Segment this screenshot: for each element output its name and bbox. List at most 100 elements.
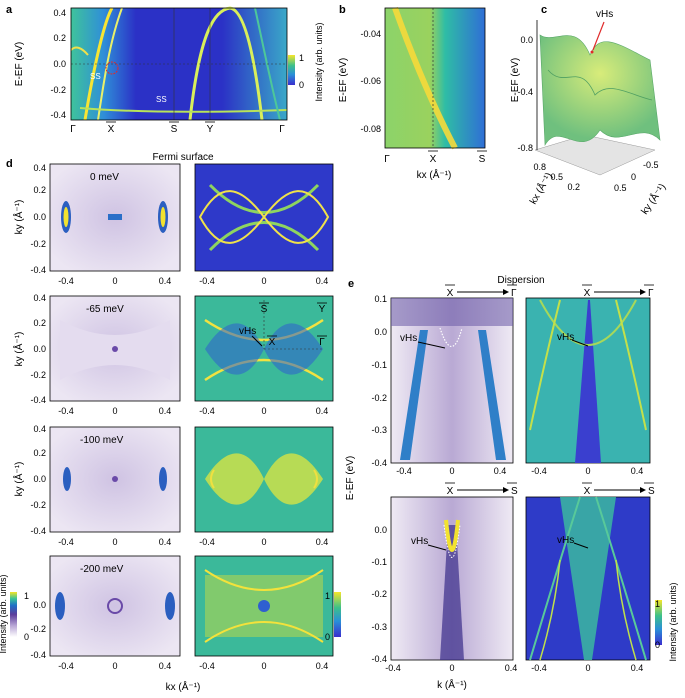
- panel-letter-d: d: [6, 158, 13, 170]
- panel-e-xtick-t-r0: -0.4: [531, 466, 547, 476]
- panel-e-ytick-b2: -0.1: [371, 557, 387, 567]
- panel-e-cut-0: vHs X Γ: [390, 284, 517, 464]
- panel-d-hs-s: S: [261, 304, 268, 315]
- panel-e-xlabel: k (Å⁻¹): [437, 678, 467, 691]
- panel-c-ztick-1: -0.4: [517, 87, 533, 97]
- panel-e-cut-2: vHs X S: [390, 482, 518, 661]
- panel-e-cut-0-to: Γ: [511, 288, 517, 299]
- panel-d-row-0: 0 meV: [49, 163, 334, 272]
- panel-e-ytick-t2: -0.1: [371, 360, 387, 370]
- panel-d-xtick-r1-r1: 0: [261, 406, 266, 416]
- panel-d-ytick-r2-2: 0.0: [33, 474, 46, 484]
- panel-e-vhs-label-1: vHs: [557, 332, 574, 343]
- panel-e-colorbar-max: 1: [655, 599, 660, 609]
- panel-d-ytick-r3-2: 0.0: [33, 600, 46, 610]
- panel-a-ylabel: E-EF (eV): [14, 42, 25, 86]
- panel-e-title: Dispersion: [497, 275, 544, 286]
- panel-a-colorbar-label: Intensity (arb. units): [314, 22, 324, 101]
- panel-e-cut-3-to: S: [648, 486, 655, 497]
- panel-a-xtick-4: Γ: [279, 124, 285, 135]
- panel-e-cut-2-to: S: [511, 486, 518, 497]
- panel-d-xtick-r3-r2: 0.4: [316, 661, 329, 671]
- panel-e-vhs-label-0: vHs: [400, 333, 417, 344]
- panel-d-xtick-r2-r0: -0.4: [199, 537, 215, 547]
- panel-a-xtick-1: X: [108, 124, 115, 135]
- panel-d-xtick-r0-l1: 0: [112, 276, 117, 286]
- panel-d-colorbar-left-max: 1: [24, 591, 29, 601]
- panel-a-colorbar-max: 1: [299, 53, 304, 63]
- panel-d-colorbar-right-min: 0: [325, 632, 330, 642]
- panel-a-ytick-2: 0.0: [53, 59, 66, 69]
- panel-b-xlabel: kx (Å⁻¹): [417, 168, 452, 181]
- panel-d-colorbar-right: [334, 592, 341, 637]
- panel-b: E-EF (eV) -0.04 -0.06 -0.08 Γ X S kx (Å⁻…: [338, 6, 487, 181]
- panel-d-xlabel: kx (Å⁻¹): [166, 680, 201, 693]
- panel-d-xtick-r1-l2: 0.4: [159, 406, 172, 416]
- panel-d-xtick-r1-l1: 0: [112, 406, 117, 416]
- panel-d-xtick-r0-r0: -0.4: [199, 276, 215, 286]
- panel-d-row-3: -200 meV: [49, 555, 334, 657]
- panel-d-energy-0: 0 meV: [90, 172, 119, 183]
- panel-b-ytick-0: -0.04: [360, 29, 381, 39]
- panel-e-ylabel: E-EF (eV): [345, 456, 356, 500]
- panel-d-hs-x: X: [269, 337, 276, 348]
- panel-e-cut-0-from: X: [447, 288, 454, 299]
- panel-e-cut-2-from: X: [447, 486, 454, 497]
- panel-d-hs-gamma: Γ: [319, 337, 325, 348]
- panel-d-ytick-r0-0: 0.4: [33, 163, 46, 173]
- panel-b-ytick-1: -0.06: [360, 76, 381, 86]
- panel-a-colorbar-min: 0: [299, 80, 304, 90]
- panel-e-colorbar: [655, 600, 662, 645]
- panel-a-ytick-0: 0.4: [53, 8, 66, 18]
- panel-e-vhs-label-3: vHs: [557, 535, 574, 546]
- panel-d-ytick-r0-4: -0.4: [30, 265, 46, 275]
- panel-e-ytick-t1: 0.0: [374, 327, 387, 337]
- panel-a-xtick-3: Y: [207, 124, 214, 135]
- panel-d-xtick-r2-l0: -0.4: [58, 537, 74, 547]
- panel-d-ylabel-2: ky (Å⁻¹): [12, 462, 25, 497]
- panel-e-cut-1: vHs X Γ: [525, 284, 654, 464]
- panel-a-xtick-2: S: [171, 124, 178, 135]
- panel-b-xtick-0: Γ: [384, 154, 390, 165]
- panel-e-cut-3: vHs X S: [525, 482, 655, 661]
- panel-c-ky-label: ky (Å⁻¹): [638, 181, 669, 217]
- panel-d-ytick-r2-4: -0.4: [30, 526, 46, 536]
- panel-e-cut-1-to: Γ: [648, 288, 654, 299]
- panel-c-ztick-2: -0.8: [517, 143, 533, 153]
- panel-e-colorbar-min: 0: [655, 640, 660, 650]
- panel-letter-a: a: [6, 4, 13, 16]
- panel-e-xtick-b-r0: -0.4: [531, 663, 547, 673]
- panel-c-surface: [539, 34, 661, 147]
- panel-d-xtick-r2-r1: 0: [261, 537, 266, 547]
- panel-d-ytick-r0-2: 0.0: [33, 212, 46, 222]
- panel-a-ytick-4: -0.4: [50, 110, 66, 120]
- panel-a-ss-label-1: SS: [90, 72, 101, 81]
- panel-d-xtick-r2-l2: 0.4: [159, 537, 172, 547]
- panel-e-xtick-b-l1: 0: [449, 663, 454, 673]
- panel-c-ztick-0: 0.0: [520, 35, 533, 45]
- panel-d-colorbar-left-label: Intensity (arb. units): [0, 574, 8, 653]
- panel-e-xtick-b-l0: -0.4: [385, 663, 401, 673]
- panel-d-xtick-r1-r2: 0.4: [316, 406, 329, 416]
- panel-a: SS SS E-EF (eV) 0.4 0.2 0.0 -0.2 -0.4 Γ …: [14, 6, 324, 135]
- panel-d-xtick-r3-r1: 0: [261, 661, 266, 671]
- panel-b-xtick-2: S: [479, 154, 486, 165]
- panel-d-ytick-r0-1: 0.2: [33, 185, 46, 195]
- panel-b-ytick-2: -0.08: [360, 124, 381, 134]
- panel-d-xtick-r1-l0: -0.4: [58, 406, 74, 416]
- panel-e: vHs X Γ vHs X Γ: [345, 284, 678, 691]
- panel-e-xtick-t-l0: -0.4: [396, 466, 412, 476]
- panel-c-kx-tick-2: 0.2: [567, 182, 580, 192]
- panel-letter-c: c: [541, 4, 547, 16]
- panel-e-xtick-t-r2: 0.4: [631, 466, 644, 476]
- panel-e-ytick-t3: -0.2: [371, 393, 387, 403]
- panel-a-colorbar: [288, 55, 295, 85]
- panel-d-colorbar-left-min: 0: [24, 632, 29, 642]
- panel-d-energy-3: -200 meV: [80, 564, 124, 575]
- panel-letter-b: b: [339, 4, 346, 16]
- panel-d-colorbar-right-max: 1: [325, 591, 330, 601]
- panel-d-ytick-r1-0: 0.4: [33, 293, 46, 303]
- panel-d-ytick-r1-1: 0.2: [33, 318, 46, 328]
- panel-a-ytick-3: -0.2: [50, 85, 66, 95]
